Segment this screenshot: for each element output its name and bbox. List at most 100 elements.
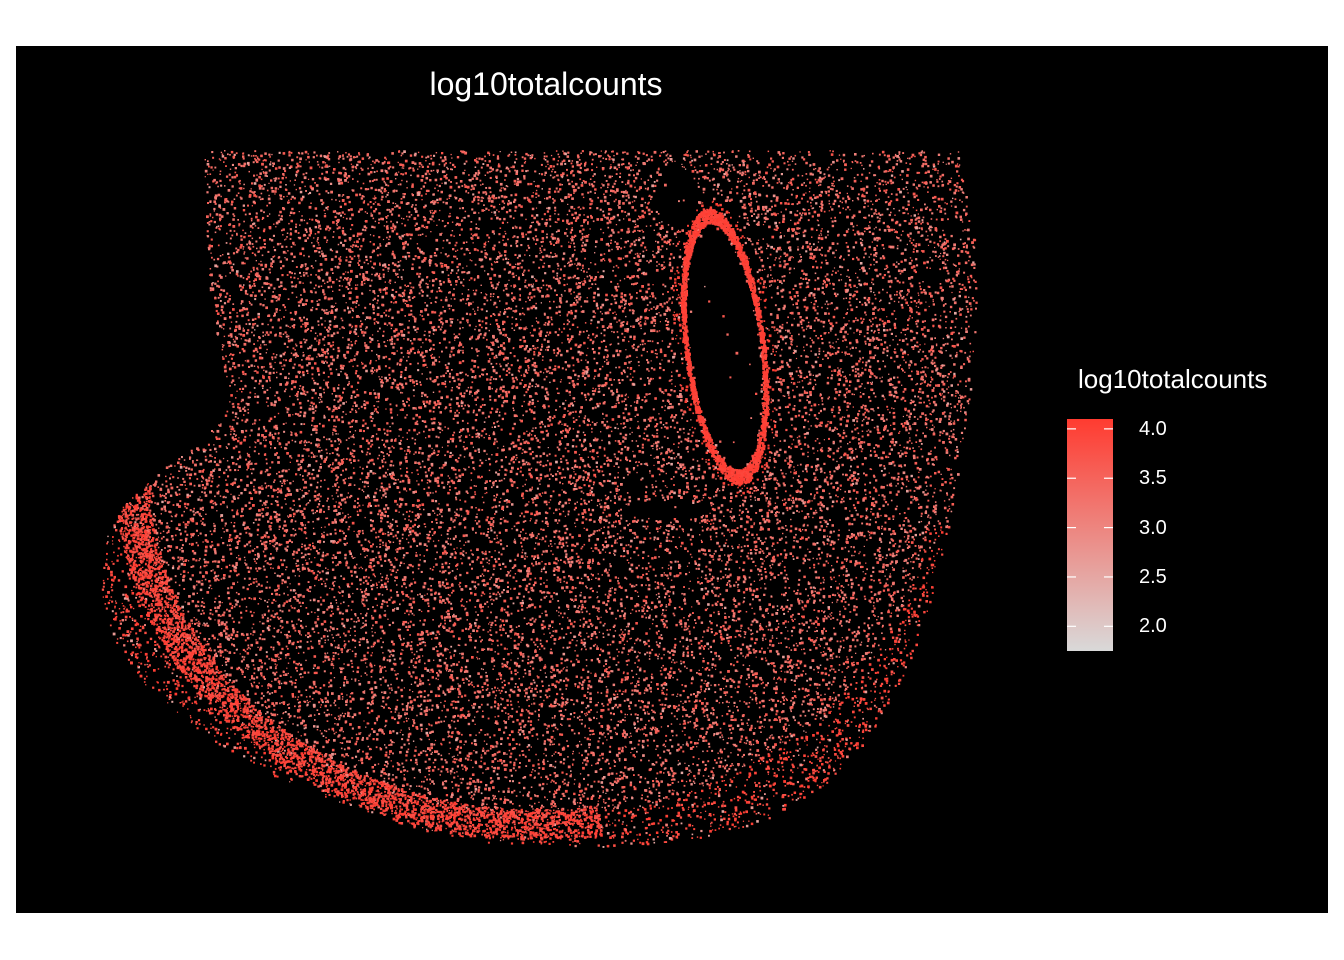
cell-point bbox=[275, 490, 277, 492]
cell-point bbox=[236, 513, 239, 516]
cell-point bbox=[208, 649, 210, 651]
cell-point bbox=[557, 175, 559, 177]
cell-point bbox=[919, 282, 921, 284]
cell-point bbox=[375, 598, 377, 600]
cell-point bbox=[222, 528, 223, 529]
cell-point bbox=[857, 258, 859, 260]
cell-point bbox=[363, 183, 365, 185]
cell-point bbox=[901, 597, 903, 599]
cell-point bbox=[490, 624, 492, 626]
cell-point bbox=[559, 578, 562, 581]
cell-point bbox=[392, 251, 394, 253]
cell-point bbox=[642, 210, 644, 212]
cell-point bbox=[863, 441, 865, 443]
cell-point bbox=[279, 769, 281, 771]
cell-point bbox=[917, 396, 919, 398]
cell-point bbox=[540, 696, 542, 698]
cell-point bbox=[522, 459, 525, 462]
cell-point bbox=[889, 286, 891, 288]
cell-point bbox=[775, 175, 777, 177]
cell-point bbox=[467, 322, 469, 324]
cell-point bbox=[310, 274, 312, 276]
cell-point bbox=[604, 623, 606, 625]
cell-point bbox=[836, 190, 838, 192]
cell-point bbox=[243, 205, 245, 207]
cell-point bbox=[642, 451, 645, 454]
cell-point bbox=[855, 510, 857, 512]
cell-point bbox=[941, 483, 944, 486]
cell-point bbox=[968, 360, 971, 363]
cell-point bbox=[549, 744, 551, 746]
cell-point bbox=[350, 628, 351, 629]
cell-point bbox=[205, 514, 206, 515]
cell-point bbox=[899, 191, 902, 194]
cell-point bbox=[695, 622, 697, 624]
cell-point bbox=[730, 493, 732, 495]
cell-point bbox=[412, 566, 414, 568]
cell-point bbox=[550, 543, 552, 545]
cell-point bbox=[920, 588, 922, 590]
cell-point bbox=[829, 345, 831, 347]
cell-point bbox=[722, 736, 723, 737]
cell-point bbox=[473, 410, 475, 412]
cell-point bbox=[722, 766, 724, 768]
cell-point bbox=[363, 582, 365, 584]
cell-point bbox=[384, 446, 386, 448]
cell-point bbox=[447, 222, 449, 224]
cell-point bbox=[753, 213, 755, 215]
cell-point bbox=[471, 185, 474, 188]
cell-point bbox=[495, 390, 497, 392]
cell-point bbox=[638, 740, 640, 742]
cell-point bbox=[372, 418, 374, 420]
cell-point bbox=[587, 368, 590, 371]
cell-point bbox=[656, 625, 658, 627]
cell-point bbox=[521, 266, 523, 268]
cell-point bbox=[946, 350, 947, 351]
cell-point bbox=[841, 456, 843, 458]
cell-point bbox=[744, 785, 746, 787]
cell-point bbox=[291, 246, 293, 248]
cell-point bbox=[751, 608, 752, 609]
cell-point bbox=[451, 592, 453, 594]
cell-point bbox=[870, 321, 872, 323]
cell-point bbox=[906, 479, 908, 481]
cell-point bbox=[472, 798, 473, 799]
cell-point bbox=[970, 306, 971, 307]
cell-point bbox=[466, 266, 467, 267]
cell-point bbox=[830, 347, 832, 349]
cell-point bbox=[572, 841, 573, 842]
cell-point bbox=[420, 354, 423, 357]
cell-point bbox=[545, 335, 547, 337]
cell-point bbox=[672, 659, 674, 661]
cell-point bbox=[360, 266, 363, 269]
cell-point bbox=[831, 218, 832, 219]
cell-point bbox=[486, 582, 489, 585]
cell-point bbox=[214, 550, 216, 552]
cell-point bbox=[901, 453, 904, 456]
cell-point bbox=[166, 539, 169, 542]
cell-point bbox=[207, 184, 209, 186]
cell-point bbox=[364, 658, 367, 661]
cell-point bbox=[231, 607, 233, 609]
cell-point bbox=[371, 444, 373, 446]
cell-point bbox=[819, 206, 820, 207]
cell-point bbox=[594, 390, 596, 392]
cell-point bbox=[538, 715, 540, 717]
cell-point bbox=[780, 182, 782, 184]
cell-point bbox=[313, 745, 316, 748]
cell-point bbox=[511, 842, 513, 844]
cell-point bbox=[399, 547, 402, 550]
cell-point bbox=[303, 725, 304, 726]
cell-point bbox=[853, 662, 855, 664]
cell-point bbox=[529, 805, 530, 806]
cell-point bbox=[418, 234, 419, 235]
cell-point bbox=[324, 336, 326, 338]
cell-point bbox=[303, 274, 305, 276]
cell-point bbox=[258, 583, 260, 585]
cell-point bbox=[366, 259, 368, 261]
cell-point bbox=[939, 176, 941, 178]
cell-point bbox=[827, 231, 829, 233]
cell-point bbox=[576, 553, 578, 555]
cell-point bbox=[889, 296, 891, 298]
cell-point bbox=[515, 152, 517, 154]
